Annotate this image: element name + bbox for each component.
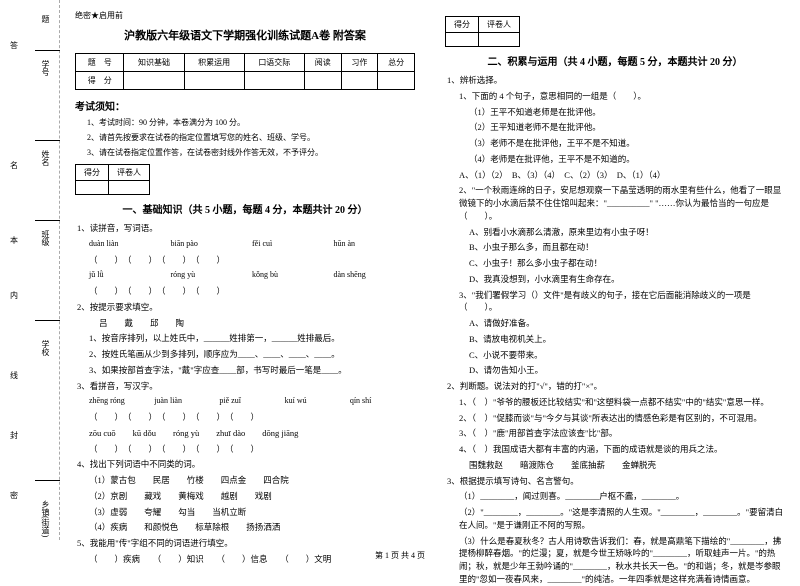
gutter-line — [35, 320, 60, 321]
gutter-label: 班级 — [40, 230, 51, 246]
names-row: 吕 戴 邱 陶 — [99, 317, 415, 330]
gutter-line — [35, 220, 60, 221]
option: （2）王平知道老师不是在批评他。 — [469, 121, 785, 134]
option: C、小虫子！那么多小虫子都在动！ — [469, 257, 785, 270]
option: （1）王平不知道老师是在批评他。 — [469, 106, 785, 119]
sub-question: 3、如果按部首查字法，"戴"字应查____部，书写时最后一笔是____。 — [89, 364, 415, 377]
notice-item: 1、考试时间：90 分钟，本卷满分为 100 分。 — [87, 117, 415, 128]
gutter-label: 乡镇(街道) — [40, 500, 51, 537]
bracket-row: （ ） （ ） （ ） （ ） — [89, 285, 415, 298]
sub-question: 1、按音序排列，以上姓氏中，______姓排第一，______姓排最后。 — [89, 332, 415, 345]
question: 1、读拼音，写词语。 — [77, 222, 415, 235]
mini-header: 得分 — [446, 17, 479, 33]
option: C、小说不要带来。 — [469, 349, 785, 362]
option: （4）老师是在批评他，王平不是不知道的。 — [469, 153, 785, 166]
gutter-line — [35, 140, 60, 141]
score-header: 口语交际 — [244, 54, 304, 72]
score-cell: 得 分 — [76, 72, 124, 90]
sub-line: 围魏救赵 暗渡陈仓 釜底抽薪 金蝉脱壳 — [469, 459, 785, 472]
score-header: 习作 — [341, 54, 378, 72]
gutter-mid: 名 — [10, 160, 18, 171]
mini-score-table: 得分评卷人 — [75, 164, 150, 195]
gutter-label: 学号 — [40, 60, 51, 76]
gutter-label: 学校 — [40, 340, 51, 356]
sub-question: （1）蒙古包 民居 竹楼 四点金 四合院 — [89, 474, 415, 487]
sub-question: 2、"一个秋雨连绵的日子，安尼想观察一下晶莹透明的雨水里有些什么，他看了一眼显微… — [459, 184, 785, 222]
score-table: 题 号 知识基础 积累运用 口语交际 阅读 习作 总分 得 分 — [75, 53, 415, 90]
sub-question: 2、按姓氏笔画从少到多排列，顺序应为____、____、____、____。 — [89, 348, 415, 361]
right-column: 得分评卷人 二、积累与运用（共 4 小题，每题 5 分，本题共计 20 分） 1… — [430, 0, 800, 540]
section2-title: 二、积累与运用（共 4 小题，每题 5 分，本题共计 20 分） — [445, 53, 785, 68]
pinyin-row: zōu cuō kū dǒu róng yù zhuī dào dōng jiā… — [89, 427, 415, 440]
mini-header: 评卷人 — [479, 17, 520, 33]
question: 3、根据提示填写诗句、名言警句。 — [447, 475, 785, 488]
sub-question: （2）"________，________。"这是李清照的人生观。"______… — [459, 506, 785, 532]
score-cell — [124, 72, 184, 90]
mini-header: 评卷人 — [109, 165, 150, 181]
pinyin-row: jǔ lǜróng yùkǒng bùdàn shēng — [89, 269, 415, 282]
sub-question: 1、下面的 4 个句子，意思相同的一组是（ ）。 — [459, 90, 785, 103]
gutter-mid: 线 — [10, 370, 18, 381]
sub-question: （4）疾病 和颜悦色 标草除根 扬扬洒洒 — [89, 521, 415, 534]
exam-title: 沪教版六年级语文下学期强化训练试题A卷 附答案 — [75, 27, 415, 43]
sub-question: 3、（ ）"鹿"用部首查字法应该查"比"部。 — [459, 427, 785, 440]
mini-score-table: 得分评卷人 — [445, 16, 520, 47]
question: 2、按提示要求填空。 — [77, 301, 415, 314]
table-row: 题 号 知识基础 积累运用 口语交际 阅读 习作 总分 — [76, 54, 415, 72]
question: 4、找出下列词语中不同类的词。 — [77, 458, 415, 471]
table-row: 得 分 — [76, 72, 415, 90]
gutter-label: 姓名 — [40, 150, 51, 166]
left-column: 绝密★启用前 沪教版六年级语文下学期强化训练试题A卷 附答案 题 号 知识基础 … — [60, 0, 430, 540]
score-header: 题 号 — [76, 54, 124, 72]
page-footer: 第 1 页 共 4 页 — [0, 550, 800, 561]
gutter-label: 题 — [40, 15, 51, 23]
bracket-row: （ ） （ ） （ ） （ ） （ ） — [89, 411, 415, 424]
gutter-line — [35, 480, 60, 481]
binding-gutter: 题 学号 姓名 班级 学校 乡镇(街道) 答 名 本 内 线 封 密 — [0, 0, 60, 540]
sub-question: （1）________，闻过则喜。________户枢不蠹，________。 — [459, 490, 785, 503]
gutter-mid: 封 — [10, 430, 18, 441]
option: A、请做好准备。 — [469, 317, 785, 330]
option: A、别看小水滴那么清澈，原来里边有小虫子呀！ — [469, 226, 785, 239]
option: （3）老师不是在批评他，王平不是不知道。 — [469, 137, 785, 150]
gutter-mid: 本 — [10, 235, 18, 246]
option: B、请放电视机关上。 — [469, 333, 785, 346]
options-row: A、（1）（2） B、（3）（4） C、（2）（3） D、（1）（4） — [459, 169, 785, 182]
notice-title: 考试须知： — [75, 98, 415, 113]
score-header: 阅读 — [304, 54, 341, 72]
score-header: 总分 — [378, 54, 415, 72]
question: 1、辨析选择。 — [447, 74, 785, 87]
bracket-row: （ ） （ ） （ ） （ ） （ ） — [89, 443, 415, 456]
option: D、请勿告知小王。 — [469, 364, 785, 377]
sub-question: 3、"我们署假学习（）文件"是有歧义的句子，接在它后面能消除歧义的一项是（ ）。 — [459, 289, 785, 315]
sub-question: （2）京剧 藏戏 黄梅戏 越剧 戏剧 — [89, 490, 415, 503]
notice-item: 3、请在试卷指定位置作答，在试卷密封线外作答无效，不予评分。 — [87, 147, 415, 158]
gutter-mid: 答 — [10, 40, 18, 51]
question: 5、我能用"传"字组不同的词语进行填空。 — [77, 537, 415, 550]
notice-item: 2、请首先按要求在试卷的指定位置填写您的姓名、班级、学号。 — [87, 132, 415, 143]
option: B、小虫子那么多，而且都在动！ — [469, 241, 785, 254]
gutter-mid: 密 — [10, 490, 18, 501]
gutter-line — [35, 50, 60, 51]
score-header: 积累运用 — [184, 54, 244, 72]
sub-question: 2、（ ）"促膝而谈"与"今夕与其谈"所表达出的情感色彩是有区别的，不可混用。 — [459, 412, 785, 425]
mini-header: 得分 — [76, 165, 109, 181]
sub-question: （3）虚弱 夸耀 勾当 当机立断 — [89, 506, 415, 519]
secret-mark: 绝密★启用前 — [75, 10, 415, 21]
section1-title: 一、基础知识（共 5 小题，每题 4 分，本题共计 20 分） — [75, 201, 415, 216]
pinyin-row: duàn liànbiān pàofěi cuìhūn àn — [89, 238, 415, 251]
sub-question: 4、（ ）我国成语大都有丰富的内涵，下面的成语就是谈的用兵之法。 — [459, 443, 785, 456]
score-header: 知识基础 — [124, 54, 184, 72]
bracket-row: （ ） （ ） （ ） （ ） — [89, 254, 415, 267]
exam-page: 题 学号 姓名 班级 学校 乡镇(街道) 答 名 本 内 线 封 密 绝密★启用… — [0, 0, 800, 540]
option: D、我真没想到，小水滴里有生命存在。 — [469, 273, 785, 286]
question: 3、看拼音，写汉字。 — [77, 380, 415, 393]
question: 2、判断题。说法对的打"√"，错的打"×"。 — [447, 380, 785, 393]
gutter-mid: 内 — [10, 290, 18, 301]
pinyin-row: zhēng róngjuàn liànpiě zuǐkuí wúqín shí — [89, 395, 415, 408]
sub-question: 1、（ ）"爷爷的腰板还比较结实"和"这塑料袋一点都不结实"中的"结实"意思一样… — [459, 396, 785, 409]
